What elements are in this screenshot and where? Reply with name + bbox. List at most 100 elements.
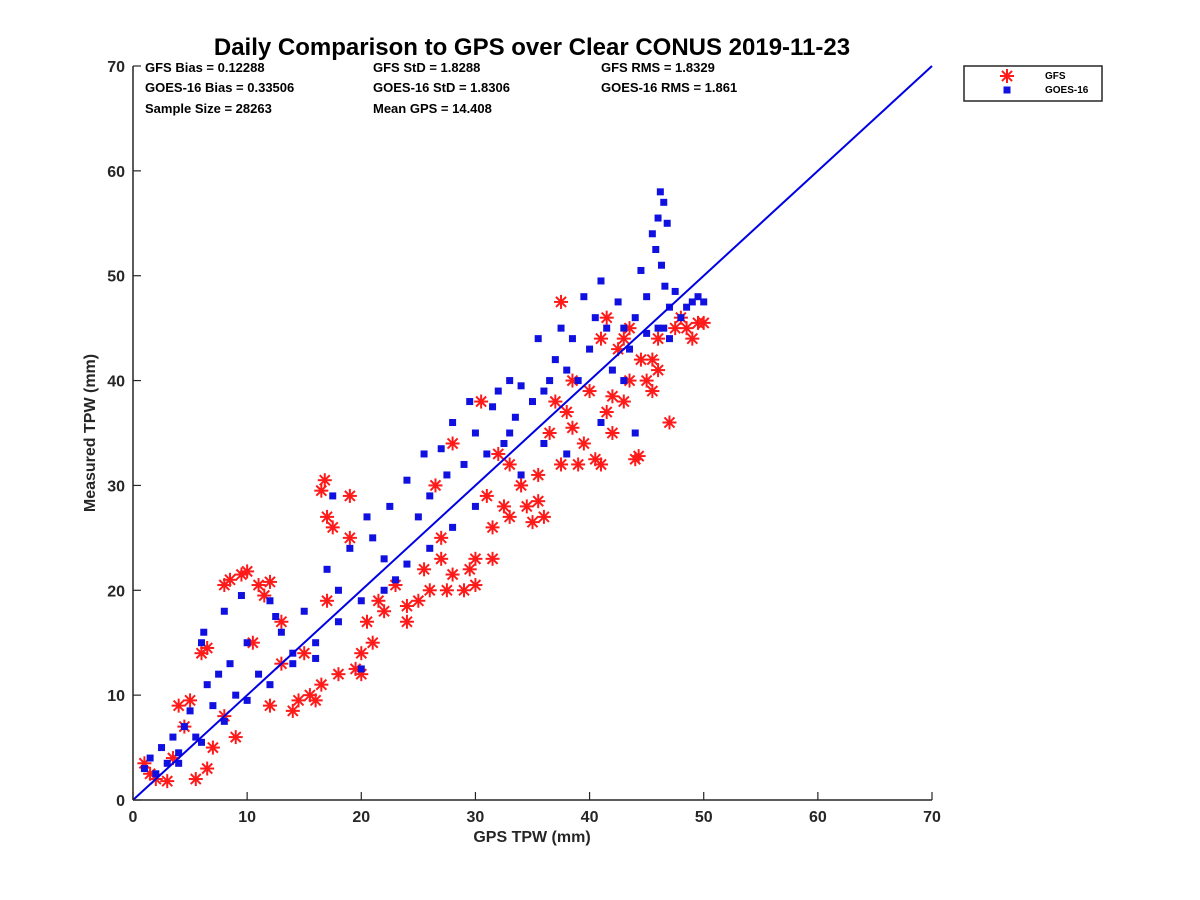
goes16-point: [652, 246, 660, 253]
goes16-point: [420, 450, 428, 458]
goes16-point: [471, 502, 479, 510]
gfs-point: [631, 449, 646, 464]
legend: GFS GOES-16: [963, 65, 1103, 102]
gfs-point: [325, 520, 340, 535]
goes16-point: [688, 298, 696, 306]
goes16-point: [152, 770, 160, 778]
goes16-point: [500, 439, 508, 447]
goes16-point: [255, 670, 263, 678]
stat-goes-rms: GOES-16 RMS = 1.861: [601, 80, 737, 95]
goes16-point: [683, 303, 691, 311]
gfs-point: [662, 415, 677, 430]
gfs-point: [468, 551, 483, 566]
goes16-point: [226, 660, 234, 668]
gfs-point: [554, 294, 569, 309]
goes16-point: [568, 335, 576, 343]
goes16-point: [426, 492, 434, 500]
gfs-point: [457, 583, 472, 598]
goes16-point: [661, 282, 669, 290]
goes16-point: [700, 298, 708, 306]
gfs-point: [234, 567, 249, 582]
y-tick-label: 70: [107, 59, 125, 76]
gfs-point: [411, 593, 426, 608]
data-points: [137, 188, 711, 789]
goes16-point: [334, 586, 342, 594]
goes16-point: [243, 639, 251, 647]
goes16-point: [643, 329, 651, 337]
goes16-point: [580, 293, 588, 301]
goes16-point: [663, 219, 671, 227]
gfs-point: [645, 384, 660, 399]
gfs-point: [479, 488, 494, 503]
gfs-point: [496, 499, 511, 514]
goes16-point: [169, 733, 177, 741]
x-tick-label: 30: [467, 809, 485, 826]
goes16-point: [677, 314, 685, 322]
gfs-point: [531, 494, 546, 509]
y-axis-label: Measured TPW (mm): [82, 354, 99, 512]
gfs-point: [417, 562, 432, 577]
goes16-point: [529, 398, 536, 406]
goes16-point: [517, 382, 525, 390]
gfs-point: [485, 551, 500, 566]
goes16-point: [403, 560, 411, 568]
goes16-point: [220, 717, 228, 725]
gfs-point: [320, 509, 335, 524]
goes16-point: [614, 298, 622, 306]
gfs-point: [434, 530, 449, 545]
gfs-point: [200, 761, 215, 776]
goes16-point: [449, 419, 457, 427]
gfs-point: [554, 457, 569, 472]
goes16-point: [209, 702, 217, 710]
gfs-point: [354, 646, 369, 661]
gfs-point: [685, 331, 700, 346]
goes16-point: [392, 576, 400, 584]
goes16-point: [597, 277, 605, 285]
goes16-point: [626, 345, 634, 353]
axes: 0 10 20 30 40 50 60 70 0 10 20 30 40 50 60 70: [107, 59, 941, 826]
gfs-point: [399, 614, 414, 629]
goes16-point: [312, 654, 320, 662]
goes16-point: [346, 544, 354, 552]
x-tick-label: 20: [352, 809, 370, 826]
stat-goes-std: GOES-16 StD = 1.8306: [373, 80, 510, 95]
gfs-point: [502, 509, 517, 524]
gfs-point: [462, 562, 477, 577]
goes16-point: [163, 759, 171, 767]
goes16-point: [506, 377, 514, 385]
goes16-point: [277, 628, 285, 636]
goes16-point: [563, 450, 571, 458]
y-tick-label: 40: [107, 374, 125, 391]
goes16-point: [591, 314, 599, 322]
gfs-point: [422, 583, 437, 598]
goes16-point: [671, 287, 679, 295]
stat-goes-bias: GOES-16 Bias = 0.33506: [145, 80, 294, 95]
goes16-point: [215, 670, 223, 678]
gfs-point: [171, 698, 186, 713]
goes16-point: [437, 445, 445, 453]
x-tick-label: 50: [695, 809, 713, 826]
goes16-point: [300, 607, 308, 615]
gfs-point: [651, 363, 666, 378]
goes16-point: [534, 335, 542, 343]
goes16-point: [694, 293, 702, 301]
legend-marker-goes16: [1003, 86, 1011, 94]
stat-gfs-rms: GFS RMS = 1.8329: [601, 60, 715, 75]
gfs-point: [525, 515, 540, 530]
gfs-point: [251, 578, 266, 593]
gfs-point: [217, 578, 232, 593]
gfs-point: [582, 384, 597, 399]
goes16-point: [312, 639, 320, 647]
goes16-point: [449, 523, 457, 531]
gfs-point: [536, 509, 551, 524]
gfs-point: [262, 574, 277, 589]
gfs-point: [342, 488, 357, 503]
x-axis-label: GPS TPW (mm): [473, 829, 590, 846]
goes16-point: [197, 738, 205, 746]
goes16-point: [180, 723, 188, 731]
legend-marker-gfs: [1000, 69, 1014, 83]
goes16-point: [380, 555, 388, 563]
goes16-point: [175, 749, 183, 757]
gfs-point: [593, 331, 608, 346]
goes16-point: [665, 335, 673, 343]
